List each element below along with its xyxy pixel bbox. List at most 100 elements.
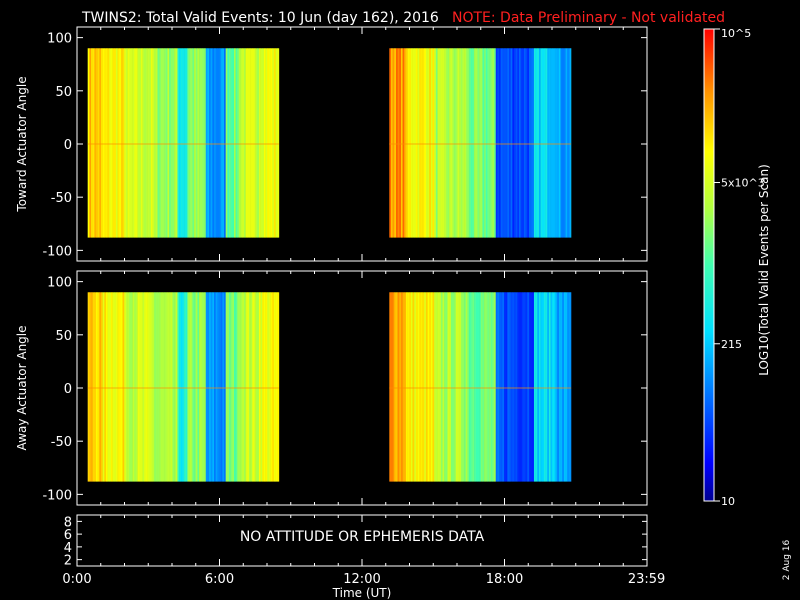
heatmap-column — [489, 48, 492, 238]
heatmap-column — [96, 292, 98, 482]
heatmap-column — [104, 48, 107, 238]
heatmap-column — [550, 292, 553, 482]
heatmap-column — [497, 48, 500, 238]
heatmap-column — [210, 292, 213, 482]
heatmap-column — [523, 48, 526, 238]
heatmap-column — [165, 292, 168, 482]
heatmap-column — [467, 292, 470, 482]
heatmap-column — [507, 48, 510, 238]
heatmap-column — [404, 292, 407, 482]
heatmap-column — [243, 292, 246, 482]
heatmap-column — [555, 48, 558, 238]
chart-title: TWINS2: Total Valid Events: 10 Jun (day … — [81, 10, 439, 26]
heatmap-column — [512, 48, 515, 238]
heatmap-column — [205, 292, 208, 482]
heatmap-column — [497, 292, 500, 482]
heatmap-column — [494, 292, 497, 482]
heatmap-column — [132, 48, 135, 238]
heatmap-column — [417, 292, 420, 482]
heatmap-column — [215, 292, 218, 482]
heatmap-column — [477, 48, 480, 238]
heatmap-column — [119, 48, 122, 238]
heatmap-column — [219, 48, 221, 238]
heatmap-column — [475, 292, 478, 482]
heatmap-column — [434, 292, 437, 482]
heatmap-column — [445, 48, 448, 238]
heatmap-column — [137, 48, 140, 238]
no-data-message: NO ATTITUDE OR EPHEMERIS DATA — [240, 529, 485, 545]
heatmap-column — [480, 48, 483, 238]
heatmap-column — [214, 48, 216, 238]
heatmap-column — [145, 292, 148, 482]
heatmap-column — [97, 292, 100, 482]
heatmap-column — [419, 292, 422, 482]
heatmap-column — [432, 292, 435, 482]
heatmap-column — [465, 292, 468, 482]
heatmap-column — [525, 48, 528, 238]
heatmap-column — [270, 48, 273, 238]
heatmap-column — [155, 48, 158, 238]
heatmap-column — [429, 292, 432, 482]
heatmap-column — [390, 48, 393, 238]
heatmap-column — [147, 292, 150, 482]
heatmap-column — [430, 292, 433, 482]
heatmap-column — [217, 48, 220, 238]
x-tick-label: 6:00 — [205, 572, 234, 587]
heatmap-column — [240, 292, 243, 482]
toward-heatmap — [87, 48, 572, 238]
heatmap-column — [415, 292, 418, 482]
heatmap-column — [117, 292, 120, 482]
heatmap-column — [150, 48, 153, 238]
heatmap-column — [217, 292, 220, 482]
heatmap-column — [135, 48, 138, 238]
heatmap-column — [437, 292, 440, 482]
heatmap-column — [212, 48, 215, 238]
heatmap-column — [415, 48, 418, 238]
heatmap-column — [177, 292, 180, 482]
heatmap-column — [265, 292, 268, 482]
heatmap-column — [149, 292, 152, 482]
away-panel: 100 50 0 -50 -100 Away Actuator Angle — [15, 270, 648, 506]
heatmap-column — [424, 48, 427, 238]
heatmap-column — [542, 292, 545, 482]
attitude-x-ticks — [76, 515, 648, 566]
heatmap-column — [545, 48, 548, 238]
heatmap-column — [499, 292, 501, 482]
heatmap-column — [469, 48, 472, 238]
heatmap-column — [507, 292, 510, 482]
y-tick-label: 4 — [64, 541, 72, 556]
heatmap-column — [192, 292, 195, 482]
heatmap-column — [152, 48, 155, 238]
heatmap-column — [409, 292, 412, 482]
heatmap-column — [122, 48, 125, 238]
heatmap-column — [102, 292, 105, 482]
heatmap-column — [479, 292, 482, 482]
heatmap-column — [120, 292, 123, 482]
heatmap-column — [159, 48, 162, 238]
heatmap-column — [445, 292, 448, 482]
heatmap-column — [469, 292, 472, 482]
heatmap-column — [184, 292, 187, 482]
heatmap-column — [180, 292, 183, 482]
heatmap-column — [410, 292, 413, 482]
heatmap-column — [199, 292, 202, 482]
heatmap-column — [515, 48, 518, 238]
heatmap-column — [444, 48, 447, 238]
heatmap-column — [459, 48, 462, 238]
heatmap-column — [499, 48, 501, 238]
heatmap-column — [159, 292, 162, 482]
heatmap-column — [277, 292, 280, 482]
heatmap-column — [535, 292, 538, 482]
heatmap-column — [530, 292, 533, 482]
heatmap-column — [407, 48, 410, 238]
heatmap-column — [434, 48, 437, 238]
heatmap-column — [557, 48, 560, 238]
heatmap-column — [268, 292, 271, 482]
heatmap-column — [258, 48, 261, 238]
heatmap-column — [195, 48, 198, 238]
heatmap-column — [420, 48, 423, 238]
heatmap-column — [194, 292, 197, 482]
heatmap-column — [222, 292, 225, 482]
heatmap-column — [105, 292, 108, 482]
heatmap-column — [142, 292, 145, 482]
